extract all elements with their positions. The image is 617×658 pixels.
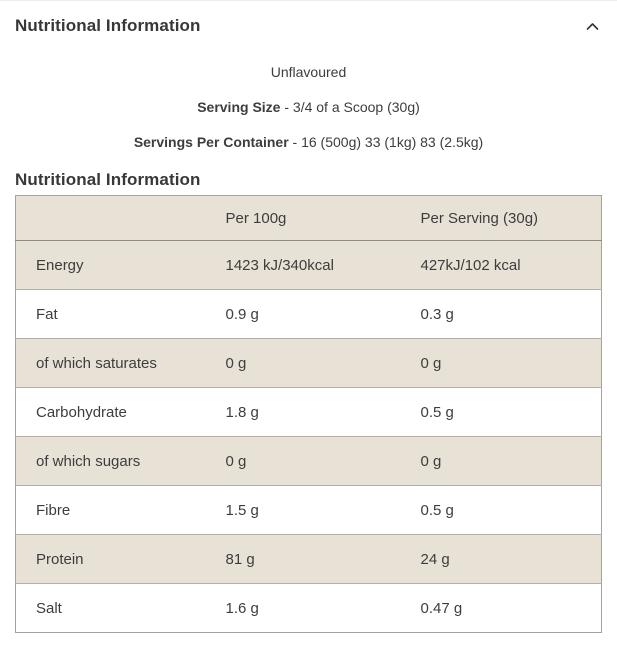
serving-info-block: Unflavoured Serving Size - 3/4 of a Scoo… xyxy=(0,49,617,149)
row-per-serving: 0.5 g xyxy=(400,387,602,437)
row-per-serving: 24 g xyxy=(400,534,602,584)
row-label: Protein xyxy=(15,534,206,584)
row-per-serving: 0 g xyxy=(400,338,602,388)
table-row: Energy 1423 kJ/340kcal 427kJ/102 kcal xyxy=(15,240,602,290)
servings-per-container-line: Servings Per Container - 16 (500g) 33 (1… xyxy=(0,135,617,149)
row-per-100g: 0 g xyxy=(205,338,401,388)
row-per-100g: 81 g xyxy=(205,534,401,584)
row-label: of which sugars xyxy=(15,436,206,486)
table-row: Fibre 1.5 g 0.5 g xyxy=(15,485,602,535)
row-per-100g: 0.9 g xyxy=(205,289,401,339)
row-label: Carbohydrate xyxy=(15,387,206,437)
row-per-100g: 0 g xyxy=(205,436,401,486)
row-label: Salt xyxy=(15,583,206,633)
serving-size-value: - 3/4 of a Scoop (30g) xyxy=(280,99,420,115)
table-row: of which saturates 0 g 0 g xyxy=(15,338,602,388)
column-header-empty xyxy=(15,195,206,241)
row-per-serving: 0.5 g xyxy=(400,485,602,535)
row-per-serving: 427kJ/102 kcal xyxy=(400,240,602,290)
row-per-serving: 0.3 g xyxy=(400,289,602,339)
nutrition-table-heading: Nutritional Information xyxy=(15,170,201,189)
row-per-100g: 1.6 g xyxy=(205,583,401,633)
serving-size-line: Serving Size - 3/4 of a Scoop (30g) xyxy=(0,100,617,114)
table-row: of which sugars 0 g 0 g xyxy=(15,436,602,486)
servings-per-container-label: Servings Per Container xyxy=(133,134,289,150)
column-header-per-serving: Per Serving (30g) xyxy=(400,195,602,241)
row-label: Energy xyxy=(15,240,206,290)
nutritional-information-accordion-header[interactable]: Nutritional Information xyxy=(0,0,617,49)
row-per-100g: 1.5 g xyxy=(205,485,401,535)
table-row: Carbohydrate 1.8 g 0.5 g xyxy=(15,387,602,437)
nutrition-table: Per 100g Per Serving (30g) Energy 1423 k… xyxy=(15,195,602,633)
table-row: Protein 81 g 24 g xyxy=(15,534,602,584)
row-per-100g: 1.8 g xyxy=(205,387,401,437)
row-label: Fat xyxy=(15,289,206,339)
column-header-per-100g: Per 100g xyxy=(205,195,401,241)
row-label: of which saturates xyxy=(15,338,206,388)
servings-per-container-value: - 16 (500g) 33 (1kg) 83 (2.5kg) xyxy=(288,134,484,150)
row-per-serving: 0 g xyxy=(400,436,602,486)
row-per-serving: 0.47 g xyxy=(400,583,602,633)
flavour-name: Unflavoured xyxy=(270,64,347,80)
serving-size-label: Serving Size xyxy=(197,99,281,115)
table-header-row: Per 100g Per Serving (30g) xyxy=(15,195,602,241)
chevron-up-icon[interactable] xyxy=(586,22,599,31)
row-label: Fibre xyxy=(15,485,206,535)
row-per-100g: 1423 kJ/340kcal xyxy=(205,240,401,290)
table-row: Fat 0.9 g 0.3 g xyxy=(15,289,602,339)
table-row: Salt 1.6 g 0.47 g xyxy=(15,583,602,633)
accordion-title: Nutritional Information xyxy=(15,16,201,35)
